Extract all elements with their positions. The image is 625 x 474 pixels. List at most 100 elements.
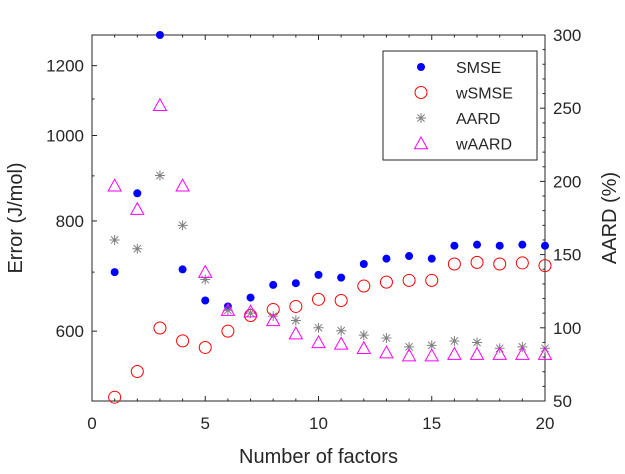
point-aard [381, 333, 392, 344]
point-aard [245, 308, 256, 319]
x-axis-label: Number of factors [239, 446, 398, 468]
point-smse [155, 31, 164, 39]
point-wsmse [334, 294, 348, 308]
point-wsmse [130, 365, 144, 379]
point-smse [541, 241, 549, 250]
point-waard [333, 336, 349, 350]
legend-marker-aard [416, 113, 426, 123]
legend-label-aard: AARD [456, 111, 500, 128]
point-aard [222, 305, 233, 316]
point-aard [132, 243, 143, 254]
point-wsmse [312, 292, 325, 306]
point-waard [175, 178, 190, 192]
point-aard [200, 274, 211, 285]
point-waard [288, 326, 304, 340]
legend-marker-wsmse [414, 86, 428, 99]
point-smse [269, 280, 278, 289]
legend-marker-smse [417, 63, 425, 71]
point-waard [447, 346, 462, 360]
x-tick-label: 15 [422, 414, 441, 433]
y-right-tick-label: 200 [553, 172, 581, 191]
point-smse [291, 279, 300, 288]
point-aard [268, 311, 279, 322]
x-tick-label: 10 [309, 414, 328, 433]
point-waard [197, 264, 213, 278]
point-waard [469, 346, 485, 360]
y-right-tick-label: 300 [553, 26, 581, 45]
x-tick-label: 5 [201, 414, 210, 433]
point-wsmse [447, 257, 461, 271]
point-smse [518, 240, 527, 249]
legend-label-waard: wAARD [455, 137, 512, 154]
legend-label-wsmse: wSMSE [455, 86, 513, 103]
point-waard [515, 346, 530, 360]
point-waard [152, 97, 168, 111]
point-smse [178, 265, 187, 274]
legend-label-smse: SMSE [456, 60, 501, 77]
y-right-tick-label: 50 [553, 392, 572, 411]
point-smse [201, 296, 210, 305]
point-aard [313, 322, 324, 333]
y-left-tick-label: 1200 [46, 57, 84, 76]
point-waard [311, 334, 326, 349]
point-smse [246, 293, 255, 302]
point-aard [154, 170, 165, 181]
point-waard [265, 312, 281, 327]
legend-marker-waard [413, 135, 429, 150]
point-aard [177, 220, 188, 231]
point-smse [405, 252, 414, 261]
point-smse [450, 241, 459, 250]
point-waard [492, 346, 508, 360]
point-wsmse [470, 255, 484, 269]
point-wsmse [108, 390, 122, 404]
point-waard [107, 178, 122, 192]
point-wsmse [357, 279, 371, 293]
point-wsmse [402, 273, 416, 287]
y-right-axis-label: AARD (%) [599, 172, 621, 264]
legend-box [382, 50, 538, 161]
y-left-tick-label: 1000 [46, 126, 84, 145]
point-wsmse [221, 324, 235, 338]
point-waard [129, 201, 145, 215]
point-aard [472, 337, 483, 348]
point-waard [356, 340, 372, 354]
point-waard [424, 348, 440, 362]
y-right-tick-label: 100 [553, 319, 581, 338]
point-smse [382, 254, 391, 263]
point-waard [220, 302, 236, 316]
point-smse [110, 268, 119, 277]
y-left-axis-label: Error (J/mol) [5, 162, 27, 273]
point-smse [495, 241, 504, 250]
point-wsmse [493, 257, 507, 271]
point-wsmse [176, 334, 190, 348]
point-aard [358, 330, 369, 341]
x-tick-label: 0 [87, 414, 96, 433]
point-aard [109, 234, 120, 245]
point-waard [243, 304, 258, 318]
y-left-tick-label: 600 [56, 322, 84, 341]
y-right-tick-label: 250 [553, 99, 581, 118]
point-waard [537, 346, 553, 360]
point-aard [290, 315, 301, 326]
point-aard [426, 340, 437, 351]
point-waard [379, 345, 394, 359]
point-wsmse [538, 259, 552, 273]
y-left-tick-label: 800 [56, 212, 84, 231]
point-wsmse [153, 321, 167, 335]
point-wsmse [289, 299, 303, 313]
point-smse [337, 273, 346, 282]
point-smse [133, 189, 142, 198]
point-aard [404, 341, 415, 352]
point-smse [427, 254, 436, 263]
point-aard [449, 335, 460, 346]
point-smse [359, 259, 368, 268]
point-wsmse [379, 275, 393, 289]
point-smse [314, 270, 323, 279]
x-tick-label: 20 [536, 414, 555, 433]
point-aard [336, 325, 347, 336]
point-smse [473, 240, 482, 249]
point-waard [401, 348, 417, 362]
point-wsmse [515, 256, 529, 270]
